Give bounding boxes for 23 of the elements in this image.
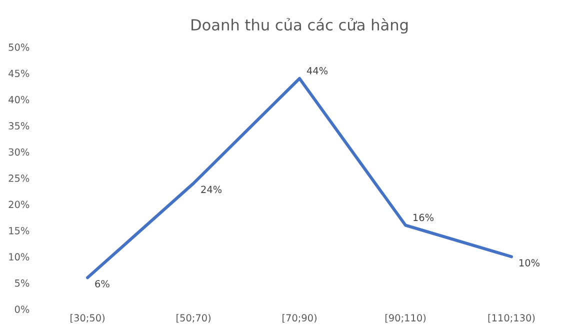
x-tick-label: [30;50) — [70, 314, 105, 323]
data-label: 24% — [201, 186, 222, 194]
x-tick-label: [90;110) — [385, 314, 426, 323]
x-tick-label: [50;70) — [176, 314, 210, 323]
y-tick-label: 50% — [8, 44, 30, 51]
data-label: 10% — [520, 259, 540, 266]
data-label: 44% — [306, 67, 328, 74]
y-tick-label: 25% — [8, 174, 30, 182]
y-tick-label: 5% — [15, 279, 30, 287]
y-tick-label: 45% — [8, 70, 30, 78]
y-tick-label: 35% — [8, 122, 30, 130]
y-tick-label: 20% — [8, 200, 30, 208]
y-tick-label: 0% — [14, 306, 30, 313]
chart-title: Doanh thu của các cửa hàng — [192, 18, 408, 34]
data-label: 16% — [414, 214, 434, 222]
y-tick-label: 15% — [9, 226, 30, 234]
y-tick-label: 10% — [9, 253, 30, 261]
y-tick-label: 40% — [8, 96, 30, 104]
data-label: 6% — [95, 280, 110, 288]
x-tick-label: [70;90) — [282, 314, 316, 323]
x-tick-label: [110;130) — [488, 314, 535, 323]
y-tick-label: 30% — [8, 148, 30, 156]
line-series — [86, 76, 514, 280]
